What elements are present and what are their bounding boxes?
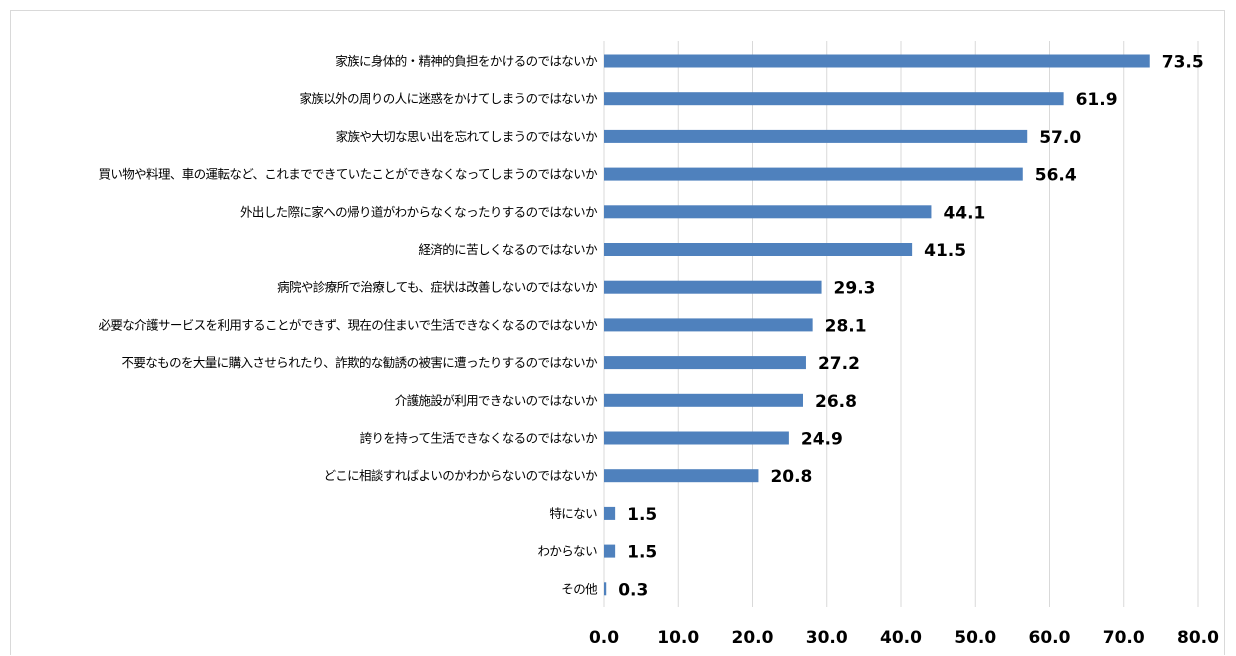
x-tick-label: 80.0 <box>1177 628 1219 648</box>
category-label: 不要なものを大量に購入させられたり、詐欺的な勧誘の被害に遭ったりするのではないか <box>121 355 598 370</box>
bar <box>604 54 1150 68</box>
category-label: どこに相談すればよいのかわからないのではないか <box>324 468 598 483</box>
data-label: 73.5 <box>1162 53 1204 73</box>
category-label: 病院や診療所で治療しても、症状は改善しないのではないか <box>277 280 598 295</box>
data-label: 56.4 <box>1035 166 1077 186</box>
data-label: 28.1 <box>825 316 867 336</box>
category-label: 介護施設が利用できないのではないか <box>395 393 598 408</box>
data-label: 29.3 <box>834 279 876 299</box>
bar-chart: 家族に身体的・精神的負担をかけるのではないか家族以外の周りの人に迷惑をかけてしま… <box>98 41 1219 648</box>
x-tick-label: 0.0 <box>589 628 619 648</box>
data-label: 57.0 <box>1039 128 1081 148</box>
bar <box>604 205 932 219</box>
bar-layer <box>604 54 1150 596</box>
bar <box>604 129 1028 143</box>
category-label: 必要な介護サービスを利用することができず、現在の住まいで生活できなくなるのではな… <box>98 317 598 332</box>
bar <box>604 167 1023 181</box>
bar <box>604 506 616 520</box>
category-label: 経済的に苦しくなるのではないか <box>418 242 598 257</box>
category-label: 家族や大切な思い出を忘れてしまうのではないか <box>336 129 599 144</box>
bar <box>604 356 806 370</box>
category-label-layer: 家族に身体的・精神的負担をかけるのではないか家族以外の周りの人に迷惑をかけてしま… <box>98 54 598 597</box>
value-label-layer: 73.5 61.9 57.0 56.4 44.1 41.5 29.3 28.1 27.2 26.8… <box>618 53 1203 601</box>
bar <box>604 393 803 407</box>
bar <box>604 318 813 332</box>
x-tick-label: 30.0 <box>806 628 848 648</box>
category-label: 買い物や料理、車の運転など、これまでできていたことができなくなってしまうのではな… <box>98 167 598 182</box>
data-label: 61.9 <box>1076 90 1118 110</box>
data-label: 44.1 <box>943 203 985 223</box>
category-label: 特にない <box>549 506 597 521</box>
bar <box>604 280 822 294</box>
category-label: 家族以外の周りの人に迷惑をかけてしまうのではないか <box>299 91 598 106</box>
x-tick-label: 60.0 <box>1029 628 1071 648</box>
x-tick-label: 50.0 <box>954 628 996 648</box>
x-tick-label: 10.0 <box>657 628 699 648</box>
data-label: 0.3 <box>618 580 648 600</box>
category-label: その他 <box>561 581 598 596</box>
x-tick-label: 20.0 <box>732 628 774 648</box>
data-label: 20.8 <box>770 467 812 487</box>
data-label: 1.5 <box>627 543 657 563</box>
x-tick-label: 70.0 <box>1103 628 1145 648</box>
data-label: 27.2 <box>818 354 860 374</box>
data-label: 26.8 <box>815 392 857 412</box>
bar <box>604 469 759 483</box>
category-label: 誇りを持って生活できなくなるのではないか <box>360 431 598 446</box>
bar <box>604 544 616 558</box>
bar <box>604 582 607 596</box>
data-label: 41.5 <box>924 241 966 261</box>
category-label: 家族に身体的・精神的負担をかけるのではないか <box>335 54 598 69</box>
bar <box>604 431 789 445</box>
bar <box>604 92 1064 106</box>
data-label: 1.5 <box>627 505 657 525</box>
data-label: 24.9 <box>801 430 843 450</box>
tick-label-layer: 0.0 10.0 20.0 30.0 40.0 50.0 60.0 70.0 80.0 <box>589 628 1219 648</box>
x-tick-label: 40.0 <box>880 628 922 648</box>
category-label: 外出した際に家への帰り道がわからなくなったりするのではないか <box>240 204 598 219</box>
chart-frame: 家族に身体的・精神的負担をかけるのではないか家族以外の周りの人に迷惑をかけてしま… <box>10 10 1225 655</box>
bar <box>604 243 913 256</box>
category-label: わからない <box>537 544 597 559</box>
